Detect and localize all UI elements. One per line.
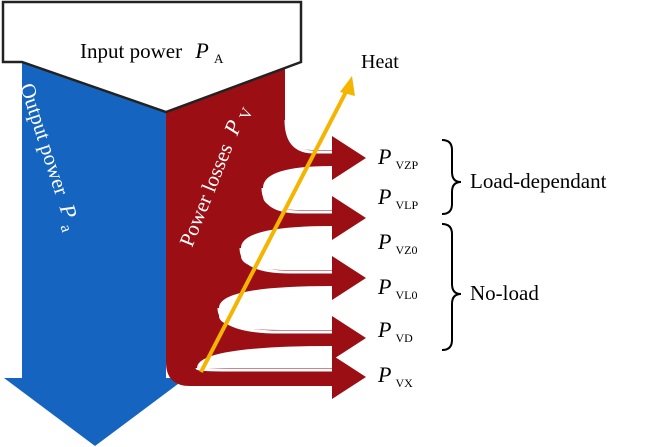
input-power-text: Input power xyxy=(80,39,182,63)
output-power-arrow xyxy=(4,62,186,446)
input-power-symbol: P xyxy=(194,38,208,63)
loss-output-label: P VL0 xyxy=(377,274,417,302)
loss-output-label: P VD xyxy=(377,317,413,345)
loss-output-subscript: VZP xyxy=(395,158,418,172)
loss-output-symbol: P xyxy=(377,274,391,299)
loss-output-subscript: VD xyxy=(395,331,413,345)
loss-output-symbol: P xyxy=(377,362,391,387)
loss-output-subscript: VL0 xyxy=(395,288,417,302)
loss-output-labels: P VZP P VLP P VZ0 P VL0 P VD P VX xyxy=(377,144,418,390)
loss-output-symbol: P xyxy=(377,229,391,254)
loss-output-symbol: P xyxy=(377,317,391,342)
heat-label: Heat xyxy=(361,51,399,73)
loss-output-symbol: P xyxy=(377,184,391,209)
loss-output-symbol: P xyxy=(377,144,391,169)
input-power-box xyxy=(1,0,303,114)
loss-output-label: P VX xyxy=(377,362,413,390)
load-dependant-label: Load-dependant xyxy=(470,169,607,193)
loss-output-label: P VZP xyxy=(377,144,418,172)
loss-output-subscript: VLP xyxy=(395,198,418,212)
brace-icons xyxy=(441,139,462,351)
heat-arrow xyxy=(199,76,355,373)
input-power-subscript: A xyxy=(214,51,224,66)
input-power-label: Input power P A xyxy=(80,38,224,66)
no-load-label: No-load xyxy=(470,281,539,305)
no-load-brace-icon xyxy=(441,223,462,351)
loss-output-label: P VLP xyxy=(377,184,418,212)
load-dependant-brace-icon xyxy=(441,139,462,215)
loss-output-label: P VZ0 xyxy=(377,229,417,257)
power-losses-region xyxy=(166,62,366,399)
loss-output-subscript: VZ0 xyxy=(395,243,417,257)
loss-output-subscript: VX xyxy=(395,376,413,390)
